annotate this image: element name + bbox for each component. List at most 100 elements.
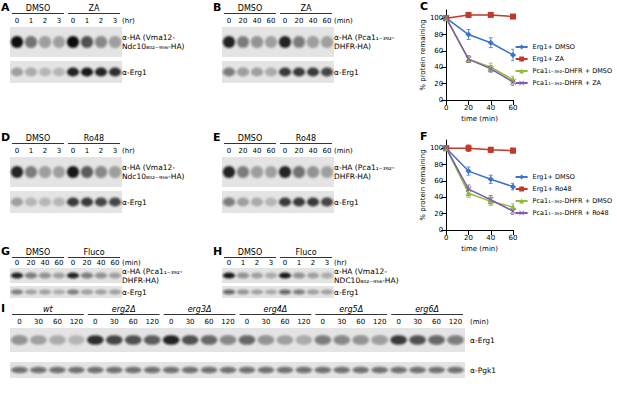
svg-text:60: 60 bbox=[205, 318, 214, 326]
svg-text:α-Erg1: α-Erg1 bbox=[122, 288, 147, 297]
svg-text:Erg1+ ZA: Erg1+ ZA bbox=[533, 55, 565, 63]
svg-text:Fluco: Fluco bbox=[295, 248, 316, 257]
svg-text:1: 1 bbox=[297, 259, 301, 267]
svg-text:Pca1₁₋₃₉₂-DHFR + Ro48: Pca1₁₋₃₉₂-DHFR + Ro48 bbox=[533, 209, 609, 217]
svg-text:(min): (min) bbox=[122, 259, 141, 267]
svg-text:wt: wt bbox=[43, 305, 54, 314]
svg-text:erg5Δ: erg5Δ bbox=[339, 305, 363, 314]
svg-text:60: 60 bbox=[509, 234, 518, 242]
svg-text:(hr): (hr) bbox=[334, 259, 347, 267]
svg-text:100: 100 bbox=[430, 144, 443, 152]
svg-text:20: 20 bbox=[239, 17, 248, 25]
svg-text:α-HA (Pca1₁₋₃₉₂-: α-HA (Pca1₁₋₃₉₂- bbox=[334, 163, 395, 172]
svg-text:30: 30 bbox=[34, 318, 43, 326]
svg-text:Ro48: Ro48 bbox=[296, 134, 316, 143]
svg-text:Pca1₁₋₃₉₂-DHFR + DMSO: Pca1₁₋₃₉₂-DHFR + DMSO bbox=[533, 67, 612, 75]
svg-text:erg3Δ: erg3Δ bbox=[188, 305, 212, 314]
svg-text:erg4Δ: erg4Δ bbox=[263, 305, 287, 314]
svg-text:120: 120 bbox=[297, 318, 310, 326]
svg-text:α-Pgk1: α-Pgk1 bbox=[470, 366, 496, 375]
svg-text:30: 30 bbox=[413, 318, 422, 326]
svg-text:20: 20 bbox=[434, 80, 443, 88]
svg-text:1: 1 bbox=[241, 259, 245, 267]
svg-text:20: 20 bbox=[295, 17, 304, 25]
svg-text:60: 60 bbox=[434, 177, 443, 185]
svg-text:Ndc10₈₀₂₋₉₅₆-HA): Ndc10₈₀₂₋₉₅₆-HA) bbox=[122, 172, 185, 181]
svg-text:1: 1 bbox=[85, 17, 89, 25]
svg-text:20: 20 bbox=[295, 147, 304, 155]
svg-text:C: C bbox=[420, 0, 428, 13]
svg-text:0: 0 bbox=[283, 259, 287, 267]
svg-text:0: 0 bbox=[17, 318, 21, 326]
svg-text:60: 60 bbox=[267, 147, 276, 155]
svg-text:Ndc10₈₀₂₋₉₅₆-HA): Ndc10₈₀₂₋₉₅₆-HA) bbox=[122, 42, 185, 51]
svg-text:60: 60 bbox=[432, 318, 441, 326]
svg-text:α-Erg1: α-Erg1 bbox=[470, 336, 495, 345]
svg-text:D: D bbox=[1, 131, 10, 144]
svg-text:(min): (min) bbox=[334, 147, 353, 155]
svg-text:2: 2 bbox=[255, 259, 259, 267]
svg-text:α-HA (Pca1₁₋₃₉₂-: α-HA (Pca1₁₋₃₉₂- bbox=[122, 267, 183, 276]
svg-text:3: 3 bbox=[113, 17, 117, 25]
svg-text:60: 60 bbox=[509, 104, 518, 112]
svg-text:20: 20 bbox=[83, 259, 92, 267]
svg-text:G: G bbox=[1, 245, 10, 258]
svg-text:0: 0 bbox=[169, 318, 173, 326]
svg-text:time (min): time (min) bbox=[461, 245, 498, 253]
svg-text:DHFR-HA): DHFR-HA) bbox=[334, 42, 371, 51]
svg-text:1: 1 bbox=[85, 147, 89, 155]
svg-text:α-HA (Vma12-: α-HA (Vma12- bbox=[334, 267, 387, 276]
svg-text:Erg1+ DMSO: Erg1+ DMSO bbox=[533, 173, 575, 181]
svg-text:60: 60 bbox=[129, 318, 138, 326]
svg-text:3: 3 bbox=[57, 17, 61, 25]
svg-text:60: 60 bbox=[434, 47, 443, 55]
svg-text:2: 2 bbox=[311, 259, 315, 267]
svg-text:40: 40 bbox=[434, 193, 443, 201]
svg-text:60: 60 bbox=[53, 318, 62, 326]
svg-text:60: 60 bbox=[280, 318, 289, 326]
svg-text:0: 0 bbox=[71, 17, 75, 25]
svg-text:DMSO: DMSO bbox=[238, 134, 262, 143]
svg-text:2: 2 bbox=[99, 17, 103, 25]
svg-text:60: 60 bbox=[111, 259, 120, 267]
svg-text:DMSO: DMSO bbox=[238, 4, 262, 13]
svg-text:2: 2 bbox=[43, 17, 47, 25]
svg-text:0: 0 bbox=[15, 259, 19, 267]
svg-text:α-Erg1: α-Erg1 bbox=[334, 198, 359, 207]
svg-text:0: 0 bbox=[227, 259, 231, 267]
svg-text:Erg1+ Ro48: Erg1+ Ro48 bbox=[533, 185, 572, 193]
svg-text:40: 40 bbox=[309, 17, 318, 25]
svg-text:2: 2 bbox=[99, 147, 103, 155]
svg-text:20: 20 bbox=[464, 104, 473, 112]
svg-text:Pca1₁₋₃₉₂-DHFR + ZA: Pca1₁₋₃₉₂-DHFR + ZA bbox=[533, 79, 602, 87]
svg-text:120: 120 bbox=[449, 318, 462, 326]
svg-text:% protein remaining: % protein remaining bbox=[419, 149, 427, 220]
svg-text:α-Erg1: α-Erg1 bbox=[334, 68, 359, 77]
svg-text:DMSO: DMSO bbox=[26, 134, 50, 143]
svg-text:60: 60 bbox=[356, 318, 365, 326]
svg-text:30: 30 bbox=[261, 318, 270, 326]
svg-text:3: 3 bbox=[113, 147, 117, 155]
svg-text:40: 40 bbox=[434, 63, 443, 71]
svg-text:20: 20 bbox=[434, 210, 443, 218]
svg-text:40: 40 bbox=[253, 17, 262, 25]
svg-text:% protein remaining: % protein remaining bbox=[419, 19, 427, 90]
svg-text:Ro48: Ro48 bbox=[84, 134, 104, 143]
svg-text:0: 0 bbox=[71, 147, 75, 155]
svg-text:H: H bbox=[213, 245, 222, 258]
svg-text:20: 20 bbox=[239, 147, 248, 155]
svg-text:0: 0 bbox=[227, 17, 231, 25]
svg-text:0: 0 bbox=[93, 318, 97, 326]
svg-text:erg6Δ: erg6Δ bbox=[415, 305, 439, 314]
svg-text:20: 20 bbox=[464, 234, 473, 242]
svg-text:120: 120 bbox=[70, 318, 83, 326]
svg-text:40: 40 bbox=[253, 147, 262, 155]
svg-text:0: 0 bbox=[227, 147, 231, 155]
svg-text:40: 40 bbox=[486, 234, 495, 242]
svg-text:40: 40 bbox=[97, 259, 106, 267]
svg-text:0: 0 bbox=[444, 104, 448, 112]
svg-text:Fluco: Fluco bbox=[83, 248, 104, 257]
svg-text:(min): (min) bbox=[470, 318, 489, 326]
svg-text:α-Erg1: α-Erg1 bbox=[122, 68, 147, 77]
svg-text:0: 0 bbox=[444, 234, 448, 242]
